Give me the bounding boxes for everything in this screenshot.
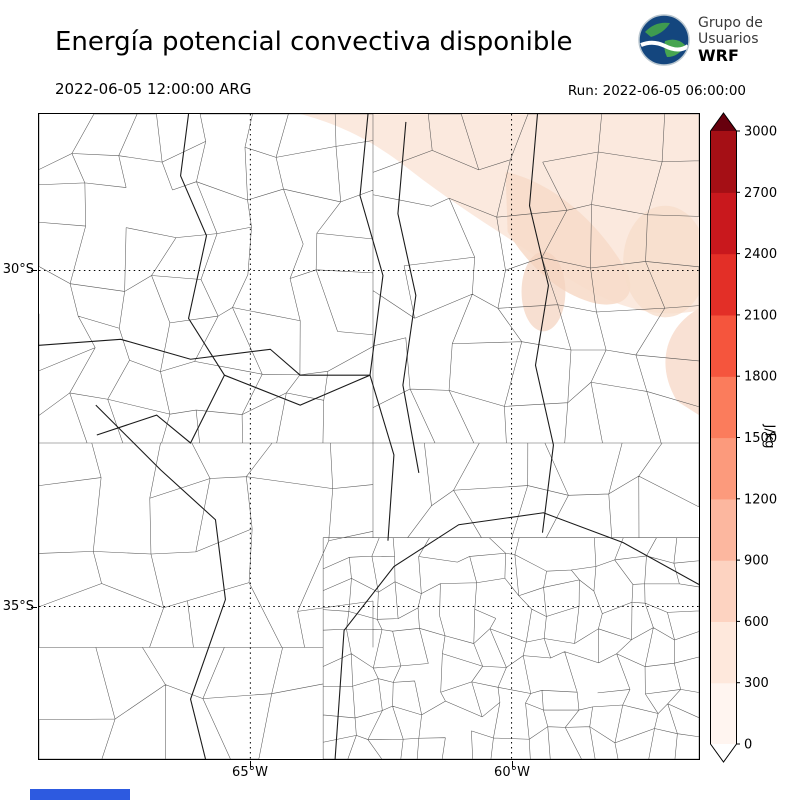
colorbar-tick-label: 2700 — [744, 186, 777, 201]
lon-tick-65w: 65°W — [232, 765, 268, 780]
colorbar-tick-label: 300 — [744, 676, 769, 691]
valid-time: 2022-06-05 12:00:00 ARG — [55, 80, 252, 98]
colorbar-under-arrow — [710, 744, 737, 762]
colorbar-ticks: 0 300 600 900 1200 1500 1800 2100 2400 2700 3000 — [736, 125, 777, 753]
colorbar-over-arrow — [710, 113, 737, 131]
colorbar-tick-label: 2400 — [744, 247, 777, 262]
lat-tickmark-30s — [31, 270, 37, 271]
lon-tick-60w: 60°W — [494, 765, 530, 780]
globe-icon — [638, 14, 690, 66]
logo-line-1: Grupo de — [698, 15, 763, 31]
page-title: Energía potencial convectiva disponible — [55, 27, 573, 57]
latlon-gridlines — [39, 114, 699, 759]
lat-tickmark-35s — [31, 607, 37, 608]
colorbar-tick-label: 1200 — [744, 492, 777, 507]
bottom-blue-bar — [30, 789, 130, 800]
lon-tickmark-60w — [512, 761, 513, 767]
lat-tick-30s: 30°S — [2, 262, 34, 277]
logo-text: Grupo de Usuarios WRF — [698, 15, 763, 65]
lat-tick-35s: 35°S — [2, 599, 34, 614]
lon-tickmark-65w — [250, 761, 251, 767]
colorbar-tick-label: 2100 — [744, 308, 777, 323]
run-time: Run: 2022-06-05 06:00:00 — [567, 83, 746, 99]
logo-line-3: WRF — [698, 46, 739, 65]
wrf-logo: Grupo de Usuarios WRF — [636, 12, 763, 68]
province-boundaries — [39, 114, 699, 759]
map-canvas — [39, 114, 699, 759]
logo-line-2: Usuarios — [698, 31, 759, 47]
colorbar: 0 300 600 900 1200 1500 1800 2100 2400 2700 3000 — [710, 112, 777, 763]
colorbar-tick-label: 0 — [744, 738, 752, 753]
colorbar-segments — [710, 113, 737, 762]
map-area — [38, 113, 700, 760]
colorbar-tick-label: 3000 — [744, 125, 777, 140]
colorbar-tick-label: 600 — [744, 615, 769, 630]
department-boundaries — [39, 114, 699, 759]
cape-shading — [300, 114, 699, 416]
colorbar-tick-label: 1800 — [744, 370, 777, 385]
colorbar-unit: J/kg — [761, 424, 777, 449]
colorbar-tick-label: 1500 — [744, 431, 777, 446]
colorbar-tick-label: 900 — [744, 554, 769, 569]
